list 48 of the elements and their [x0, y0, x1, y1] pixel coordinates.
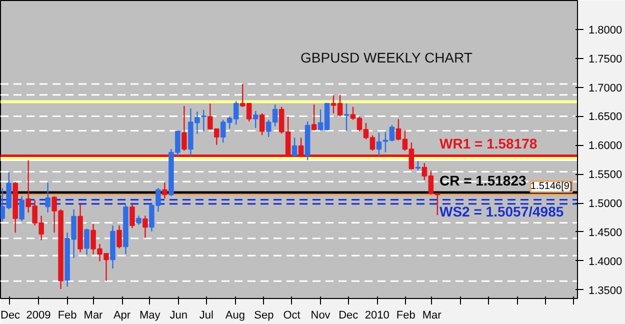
y-tick-label: 1.3500 — [588, 284, 622, 297]
candlestick — [136, 215, 142, 226]
x-tick-label: May — [139, 310, 161, 322]
candlestick — [344, 102, 350, 132]
x-tick-label: Apr — [113, 310, 131, 322]
ref-line-label: 1.5146[9] — [530, 181, 572, 192]
x-tick-label: Dec — [0, 310, 21, 322]
x-tick-label: Mar — [84, 310, 104, 322]
y-tick-label: 1.7500 — [588, 53, 622, 66]
y-tick-label: 1.4000 — [588, 256, 622, 268]
candlestick — [259, 112, 265, 136]
candlestick — [19, 196, 24, 222]
x-tick-label: Oct — [283, 310, 300, 322]
x-tick-label: Sep — [254, 310, 274, 322]
candlestick — [376, 132, 382, 156]
y-tick-label: 1.4500 — [588, 226, 622, 239]
y-tick-label: 1.6500 — [588, 111, 622, 124]
candlestick — [415, 160, 421, 171]
y-tick-label: 1.6000 — [588, 140, 622, 152]
text: GBPUSD WEEKLY CHART — [300, 50, 473, 66]
candlestick — [142, 215, 148, 238]
candlestick — [201, 109, 206, 132]
candlestick — [252, 110, 258, 129]
ref-line-label: CR = 1.51823 — [440, 172, 526, 188]
x-tick-label: Feb — [58, 310, 77, 322]
x-tick-label: 2009 — [26, 310, 51, 322]
y-tick-label: 1.5000 — [588, 198, 622, 210]
y-tick-label: 1.8000 — [588, 24, 622, 36]
candlestick — [292, 137, 298, 158]
x-tick-label: Aug — [225, 310, 245, 322]
candlestick — [182, 106, 187, 152]
ref-line-label: WS2 = 1.5057/4985 — [440, 204, 564, 220]
x-tick-label: Jul — [199, 310, 214, 322]
ref-line-label: WR1 = 1.58178 — [440, 136, 538, 152]
x-tick-label: Mar — [422, 310, 442, 322]
candlestick — [84, 228, 90, 256]
x-tick-label: Nov — [310, 310, 331, 322]
candlestick — [311, 104, 317, 132]
y-tick-label: 1.5500 — [588, 169, 622, 182]
candlestick — [130, 204, 135, 229]
x-tick-label: 2010 — [364, 310, 390, 322]
x-tick-label: Feb — [396, 310, 416, 322]
x-tick-label: Jun — [170, 310, 188, 322]
y-tick-label: 1.7000 — [588, 82, 622, 94]
candlestick — [162, 182, 168, 200]
candlestick — [45, 182, 50, 214]
candlestick — [116, 224, 122, 249]
x-tick-label: Dec — [338, 310, 359, 322]
